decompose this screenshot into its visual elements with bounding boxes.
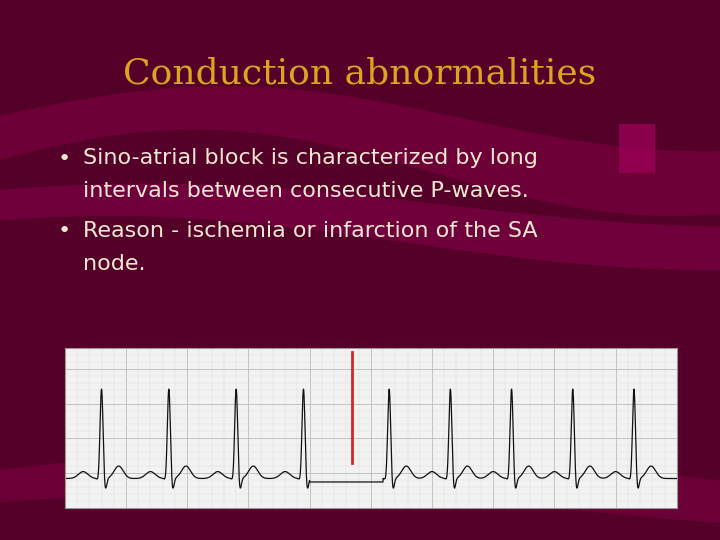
Text: Reason - ischemia or infarction of the SA: Reason - ischemia or infarction of the S… [83,221,537,241]
Text: node.: node. [83,254,145,274]
Text: •: • [58,148,71,168]
Text: Conduction abnormalities: Conduction abnormalities [123,57,597,91]
Polygon shape [0,448,720,523]
Polygon shape [0,184,720,270]
Text: Sino-atrial block is characterized by long: Sino-atrial block is characterized by lo… [83,148,538,168]
Polygon shape [0,86,720,216]
Bar [619,124,655,173]
Text: intervals between consecutive P-waves.: intervals between consecutive P-waves. [83,181,528,201]
Text: •: • [58,221,71,241]
